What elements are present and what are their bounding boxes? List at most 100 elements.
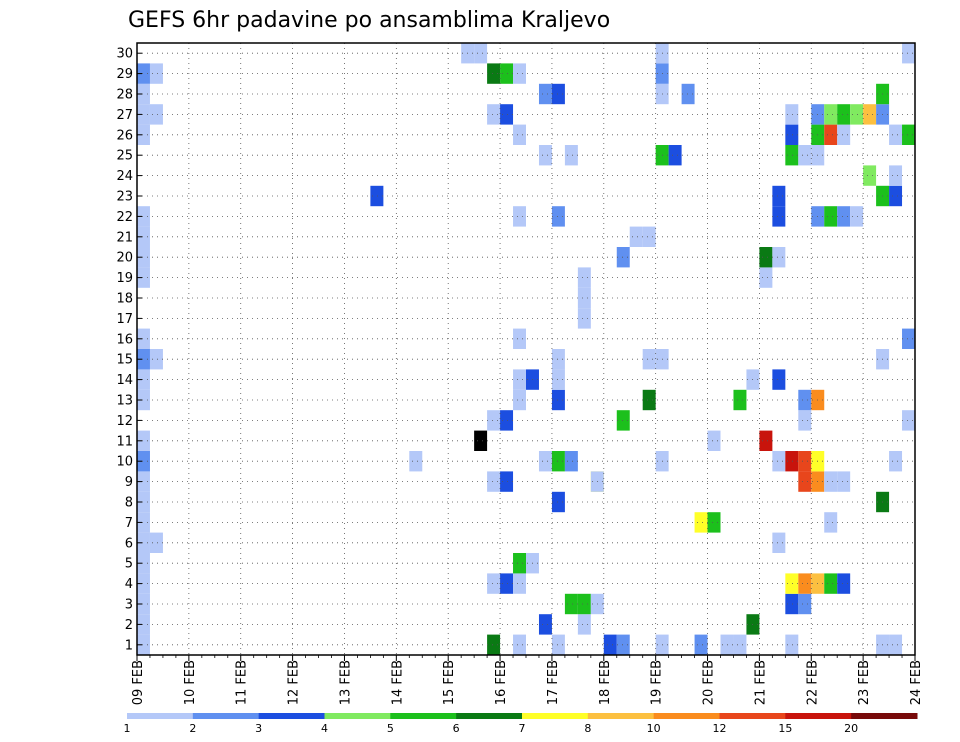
heatmap-cell (616, 410, 630, 431)
colorbar-tick-label: 7 (519, 722, 526, 735)
heatmap-cell (824, 471, 838, 492)
y-tick-label: 13 (116, 394, 133, 409)
heatmap-cell (772, 532, 786, 553)
heatmap-cell (824, 512, 838, 533)
heatmap-cell (137, 512, 150, 533)
heatmap-cell (772, 451, 786, 472)
heatmap-cell (785, 124, 799, 145)
heatmap-cell (850, 104, 864, 125)
heatmap-cell (759, 247, 773, 268)
heatmap-cell (785, 104, 799, 125)
heatmap-cell (902, 124, 915, 145)
y-tick-label: 26 (116, 128, 133, 143)
heatmap-cell (642, 389, 656, 411)
colorbar-swatch (785, 713, 852, 719)
heatmap-cell (577, 287, 591, 309)
heatmap-cell (564, 145, 578, 166)
heatmap-cell (902, 328, 915, 349)
heatmap-cell (798, 389, 812, 411)
colorbar-tick-label: 10 (647, 722, 661, 735)
y-tick-label: 10 (116, 455, 133, 470)
colorbar-tick-label: 8 (584, 722, 591, 735)
x-tick-label: 15 FEB (442, 660, 457, 705)
heatmap-cell (487, 471, 501, 492)
heatmap-cell (785, 573, 799, 594)
x-tick-label: 16 FEB (494, 660, 509, 705)
heatmap-cell (759, 430, 773, 451)
heatmap-cell (798, 451, 812, 472)
colorbar-swatch (192, 713, 260, 719)
heatmap-cell (474, 43, 488, 64)
heatmap-cell (902, 43, 915, 64)
heatmap-cell (500, 471, 514, 492)
y-tick-label: 22 (116, 210, 133, 225)
heatmap-cell (772, 185, 786, 207)
colorbar-swatch (258, 713, 325, 719)
heatmap-cell (487, 573, 501, 594)
heatmap-cell (137, 83, 150, 105)
heatmap-cell (629, 226, 643, 247)
y-tick-label: 3 (125, 598, 133, 613)
heatmap-cell (837, 104, 851, 125)
colorbar-tick-label: 1 (124, 722, 131, 735)
heatmap-cell (513, 206, 526, 227)
heatmap-cell (824, 124, 838, 145)
heatmap-cell (720, 634, 734, 655)
heatmap-cell (889, 634, 903, 655)
heatmap-cell (137, 634, 150, 655)
heatmap-cell (759, 267, 773, 288)
heatmap-cell (538, 614, 552, 635)
heatmap-cell (694, 512, 708, 533)
colorbar: 1 2 3 4 5 6 7 8 10 12 15 20 (124, 713, 918, 735)
heatmap-cell (513, 573, 526, 594)
colorbar-swatch (324, 713, 391, 719)
heatmap-cell (733, 389, 747, 411)
heatmap-cell (837, 206, 851, 227)
heatmap-cell (513, 124, 526, 145)
heatmap-cell (487, 104, 501, 125)
heatmap-cell (137, 553, 150, 574)
heatmap-cell (577, 593, 591, 615)
x-tick-label: 12 FEB (287, 660, 302, 705)
colorbar-tick-label: 15 (778, 722, 792, 735)
heatmap-cell (577, 614, 591, 635)
heatmap-cell (551, 83, 565, 105)
heatmap-cell (564, 451, 578, 472)
y-tick-label: 20 (116, 251, 133, 266)
heatmap-cell (513, 328, 526, 349)
x-tick-label: 23 FEB (857, 660, 872, 705)
heatmap-cell (149, 104, 163, 125)
y-tick-label: 29 (116, 67, 133, 82)
heatmap-cell (577, 267, 591, 288)
y-tick-label: 19 (116, 271, 133, 286)
heatmap-cell (137, 573, 150, 594)
heatmap-cell (902, 410, 915, 431)
x-tick-label: 11 FEB (235, 660, 250, 705)
colorbar-swatch (653, 713, 720, 719)
heatmap-cell (137, 614, 150, 635)
heatmap-cell (538, 83, 552, 105)
x-tick-label: 10 FEB (183, 660, 198, 705)
heatmap-cell (681, 83, 695, 105)
y-tick-label: 11 (116, 434, 133, 449)
heatmap-cell (137, 430, 150, 451)
heatmap-cell (798, 593, 812, 615)
heatmap-cell (824, 104, 838, 125)
y-tick-label: 24 (116, 169, 133, 184)
heatmap-cell (837, 471, 851, 492)
y-tick-label: 6 (125, 536, 133, 551)
x-tick-label: 22 FEB (805, 660, 820, 705)
heatmap-cell (798, 573, 812, 594)
heatmap-cell (889, 165, 903, 186)
heatmap-cell (137, 124, 150, 145)
colorbar-tick-label: 4 (321, 722, 328, 735)
heatmap-cell (733, 634, 747, 655)
y-tick-label: 18 (116, 292, 133, 307)
heatmap-cell (798, 145, 812, 166)
heatmap-cell (837, 124, 851, 145)
y-tick-label: 14 (116, 373, 133, 388)
heatmap-cell (863, 104, 877, 125)
heatmap-cell (642, 226, 656, 247)
colorbar-swatch (390, 713, 457, 719)
